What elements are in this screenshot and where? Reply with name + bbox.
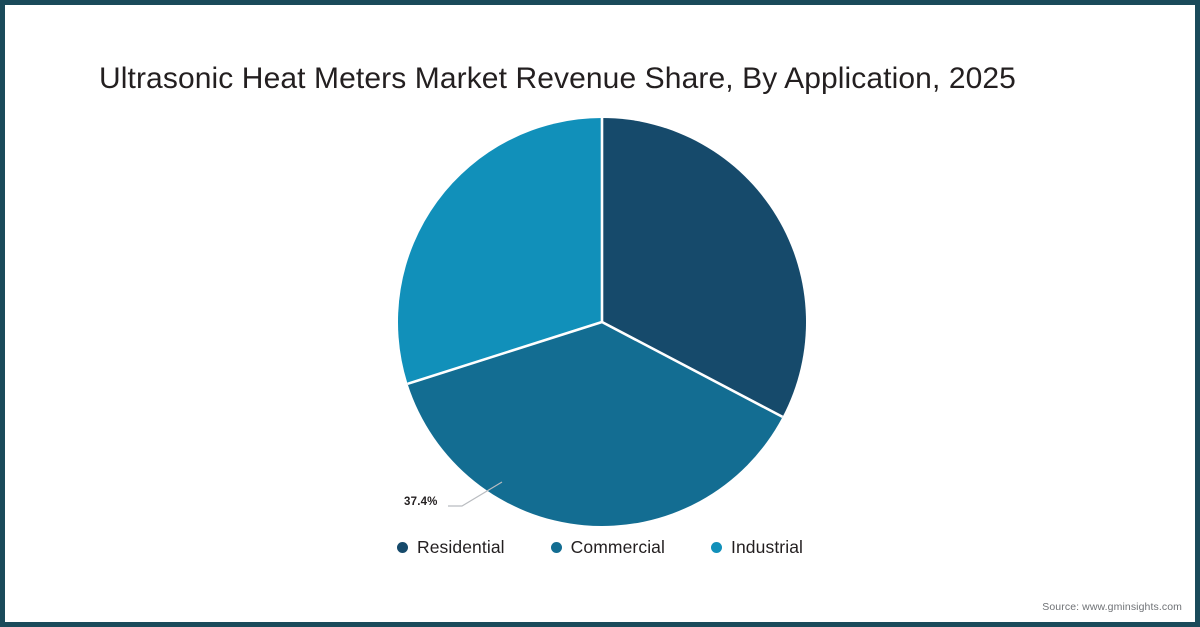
legend-label-commercial: Commercial xyxy=(570,537,666,557)
circle-marker-icon-commercial xyxy=(550,542,562,553)
pie-slice-industrial[interactable] xyxy=(397,118,602,384)
page-title: Ultrasonic Heat Meters Market Revenue Sh… xyxy=(99,62,1016,95)
legend-item-industrial[interactable]: Industrial xyxy=(711,537,803,558)
pie-slices xyxy=(397,118,807,527)
data-label-leader-line xyxy=(448,481,503,507)
pie-slice-separators xyxy=(407,118,784,419)
pie-slice-residential[interactable] xyxy=(602,118,807,417)
legend-item-commercial[interactable]: Commercial xyxy=(550,537,666,558)
legend-label-residential: Residential xyxy=(416,537,505,557)
circle-marker-icon-industrial xyxy=(711,542,723,553)
source-attribution: Source: www.gminsights.com xyxy=(1042,601,1182,613)
pie-slice-commercial[interactable] xyxy=(407,322,783,527)
pie-chart-svg xyxy=(397,118,807,527)
legend-item-residential[interactable]: Residential xyxy=(396,537,505,558)
data-label-commercial: 37.4% xyxy=(404,496,438,508)
legend-label-industrial: Industrial xyxy=(731,537,804,557)
pie-chart xyxy=(396,116,808,528)
circle-marker-icon-residential xyxy=(396,542,408,553)
chart-legend: Residential Commercial Industrial xyxy=(0,537,1200,558)
